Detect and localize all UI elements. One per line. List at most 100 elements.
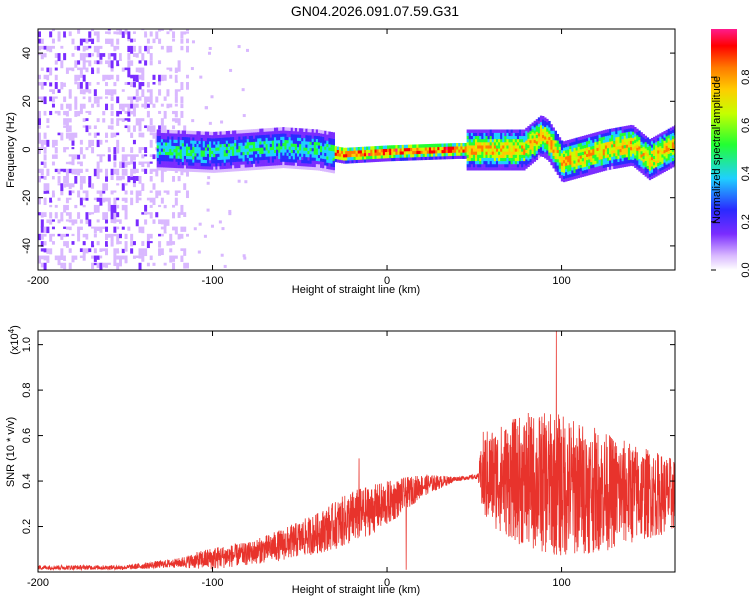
heatmap-cell [238,155,241,159]
heatmap-cell [345,160,348,164]
heatmap-cell [653,171,656,175]
heatmap-cell [232,168,235,172]
heatmap-cell [585,172,589,176]
heatmap-cell [579,152,583,156]
heatmap-cell [169,161,172,165]
heatmap-cell [290,165,294,169]
heatmap-cell [265,162,268,167]
heatmap-cell [673,134,675,139]
heatmap-cell [57,219,61,224]
heatmap-cell [613,140,616,144]
heatmap-cell [405,157,409,161]
heatmap-cell [500,129,503,133]
heatmap-cell [592,139,595,143]
heatmap-cell [294,137,298,141]
heatmap-cell [290,140,294,144]
heatmap-cell [169,136,172,140]
heatmap-cell [401,148,405,152]
heatmap-cell [290,162,294,166]
heatmap-cell [498,160,501,165]
heatmap-cell [535,125,539,129]
heatmap-cell [546,125,549,129]
heatmap-cell [196,146,199,151]
heatmap-cell [412,157,415,161]
heatmap-cell [88,45,92,49]
heatmap-cell [518,142,522,146]
heatmap-cell [229,158,233,163]
heatmap-cell [91,67,95,75]
heatmap-cell [269,134,273,138]
heatmap-cell [257,160,260,164]
heatmap-cell [93,60,97,65]
heatmap-cell [579,149,583,153]
heatmap-cell [548,152,551,156]
heatmap-cell [428,153,432,157]
heatmap-cell [529,158,532,163]
heatmap-cell [174,89,178,97]
heatmap-cell [638,146,641,150]
heatmap-cell [138,197,142,201]
heatmap-cell [606,135,610,139]
heatmap-cell [483,138,486,143]
heatmap-cell [124,161,128,168]
heatmap-cell [527,144,530,149]
heatmap-cell [82,197,86,201]
heatmap-cell [642,143,645,147]
heatmap-cell [51,38,55,44]
heatmap-cell [661,141,664,145]
heatmap-cell [255,163,258,167]
heatmap-cell [248,148,252,152]
heatmap-cell [271,130,275,135]
heatmap-cell [206,162,210,167]
heatmap-cell [669,149,673,153]
heatmap-cell [577,140,581,144]
heatmap-cell [146,212,150,215]
heatmap-cell [621,154,624,159]
heatmap-cell [88,176,92,184]
heatmap-cell [179,152,183,156]
heatmap-cell [79,197,83,206]
heatmap-cell [113,190,117,193]
heatmap-cell [571,148,574,152]
heatmap-cell [276,161,279,166]
heatmap-cell [188,168,191,172]
heatmap-cell [46,190,50,194]
heatmap-cell [613,153,616,157]
heatmap-cell [516,138,520,143]
heatmap-cell [77,226,81,235]
heatmap-cell [85,197,89,201]
heatmap-cell [80,24,83,28]
heatmap-cell [665,154,668,159]
heatmap-cell [158,163,162,168]
heatmap-cell [324,143,327,147]
heatmap-cell [242,139,245,143]
heatmap-cell [539,128,543,132]
heatmap-cell [165,142,168,146]
heatmap-cell [527,160,530,164]
heatmap-cell [288,158,292,163]
heatmap-cell [623,126,627,130]
heatmap-cell [156,163,160,168]
heatmap-cell [57,233,61,237]
heatmap-cell [634,145,637,150]
heatmap-cell [655,160,658,165]
heatmap-cell [653,152,656,156]
heatmap-cell [443,149,446,154]
heatmap-cell [606,144,610,149]
heatmap-cell [181,136,185,141]
heatmap-cell [65,161,69,165]
heatmap-cell [583,172,587,177]
heatmap-cell [546,156,549,160]
heatmap-cell [613,165,616,170]
heatmap-cell [38,233,41,241]
heatmap-cell [307,141,310,145]
heatmap-cell [177,152,181,156]
heatmap-cell [594,154,597,158]
heatmap-cell [592,164,595,168]
heatmap-cell [203,234,207,238]
heatmap-cell [474,163,478,168]
heatmap-cell [554,136,557,141]
heatmap-cell [525,137,528,141]
heatmap-cell [554,143,557,147]
heatmap-cell [292,127,296,132]
